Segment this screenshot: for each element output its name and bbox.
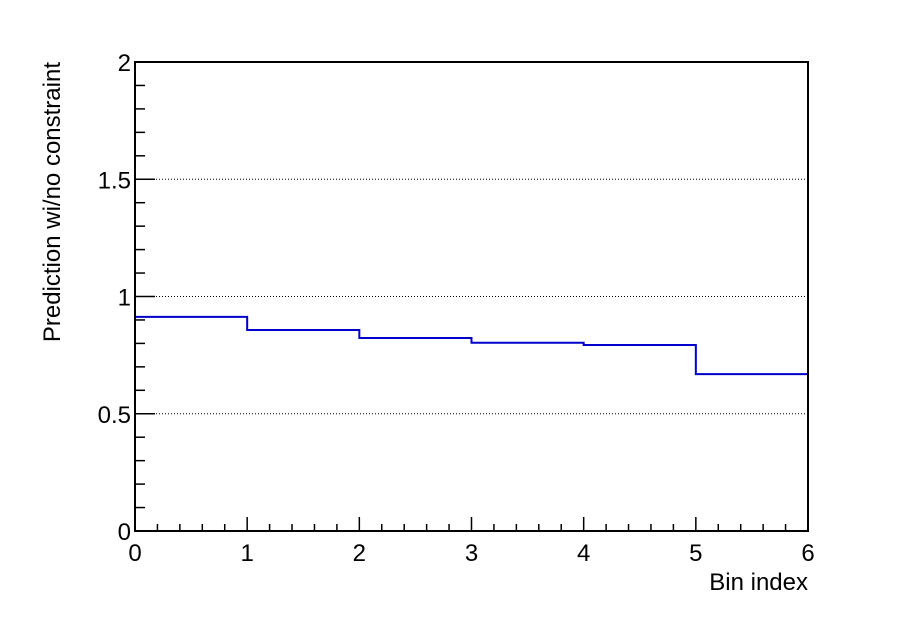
x-axis-title: Bin index <box>709 569 808 596</box>
y-tick-label: 0 <box>118 519 131 546</box>
x-tick-label: 4 <box>577 540 590 567</box>
y-axis-title: Prediction wi/no constraint <box>39 62 66 342</box>
series-layer <box>134 315 808 531</box>
grid-layer <box>135 178 808 415</box>
series-line <box>134 315 808 531</box>
x-tick-label: 2 <box>353 540 366 567</box>
y-tick-label: 0.5 <box>98 402 131 429</box>
x-tick-label: 5 <box>689 540 702 567</box>
y-tick-label: 1 <box>118 285 131 312</box>
x-tick-label: 6 <box>801 540 814 567</box>
labels-layer: 0 1 2 3 4 5 6 0 0.5 1 1.5 2 <box>98 50 815 567</box>
x-tick-label: 1 <box>240 540 253 567</box>
y-tick-label: 1.5 <box>98 167 131 194</box>
ticks-layer <box>134 61 809 532</box>
y-tick-label: 2 <box>118 50 131 77</box>
x-tick-label: 3 <box>465 540 478 567</box>
x-tick-label: 0 <box>128 540 141 567</box>
